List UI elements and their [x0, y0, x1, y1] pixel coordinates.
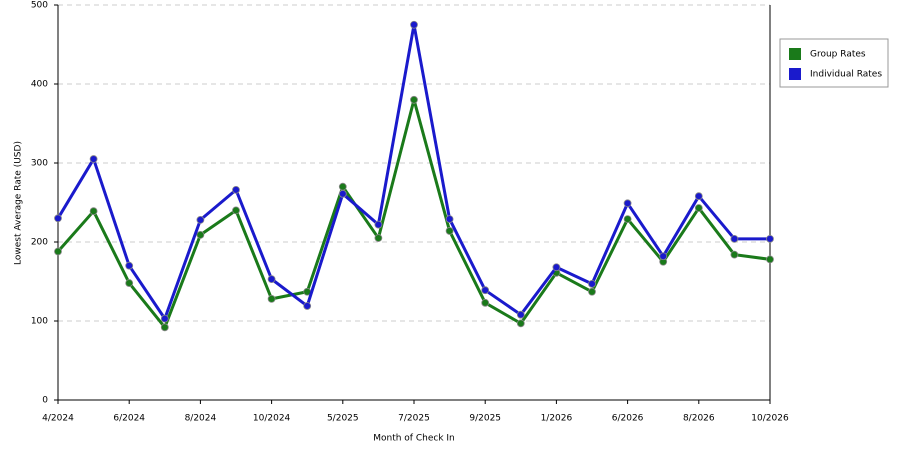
point [54, 247, 62, 256]
point [730, 250, 739, 259]
legend-swatch [789, 48, 801, 60]
point [445, 227, 454, 235]
x-tick-label: 8/2026 [683, 414, 715, 424]
point [410, 20, 418, 29]
point [196, 230, 205, 239]
point [694, 192, 703, 201]
point [232, 185, 240, 194]
point [89, 155, 98, 163]
point [766, 255, 774, 264]
point [445, 215, 454, 223]
point [232, 206, 240, 215]
y-tick-label: 300 [31, 159, 48, 169]
x-tick-label: 10/2024 [253, 414, 291, 424]
series-line [56, 23, 770, 321]
point [481, 286, 490, 295]
y-tick-label: 200 [31, 238, 48, 248]
point [196, 215, 205, 224]
point [338, 182, 347, 191]
x-tick-label: 5/2025 [327, 414, 359, 424]
y-tick-label: 0 [42, 396, 48, 406]
point [338, 189, 347, 198]
point [481, 298, 490, 307]
point [694, 204, 703, 212]
point [766, 234, 774, 243]
x-axis-label: Month of Check In [373, 434, 455, 444]
point [552, 263, 561, 272]
point [410, 95, 418, 104]
point [374, 234, 383, 242]
point [267, 294, 276, 303]
point [89, 207, 98, 216]
y-axis-label: Lowest Average Rate (USD) [14, 141, 24, 265]
point [516, 310, 525, 319]
x-tick-label: 9/2025 [469, 414, 501, 424]
point [160, 323, 169, 332]
point [303, 302, 312, 310]
point [588, 287, 596, 296]
y-tick-label: 400 [31, 80, 48, 90]
x-tick-label: 1/2026 [541, 414, 573, 424]
x-tick-label: 6/2024 [113, 414, 145, 424]
y-tick-label: 100 [31, 317, 48, 327]
x-tick-label: 10/2026 [751, 414, 789, 424]
x-tick-label: 4/2024 [42, 414, 74, 424]
point [374, 220, 383, 229]
point [659, 252, 668, 261]
point [588, 279, 596, 288]
legend-label: Group Rates [810, 50, 866, 60]
point [730, 234, 739, 243]
point [267, 275, 276, 284]
x-tick-label: 7/2025 [398, 414, 430, 424]
legend-swatch [789, 68, 801, 80]
point [516, 319, 525, 328]
y-tick-label: 500 [31, 1, 48, 11]
point [125, 279, 134, 287]
point [54, 214, 62, 223]
legend-label: Individual Rates [810, 70, 882, 80]
x-tick-label: 8/2024 [185, 414, 217, 424]
series-line [56, 98, 771, 329]
point [160, 314, 169, 323]
x-tick-label: 6/2026 [612, 414, 644, 424]
point [623, 199, 632, 208]
point [623, 215, 632, 223]
point [125, 261, 134, 270]
